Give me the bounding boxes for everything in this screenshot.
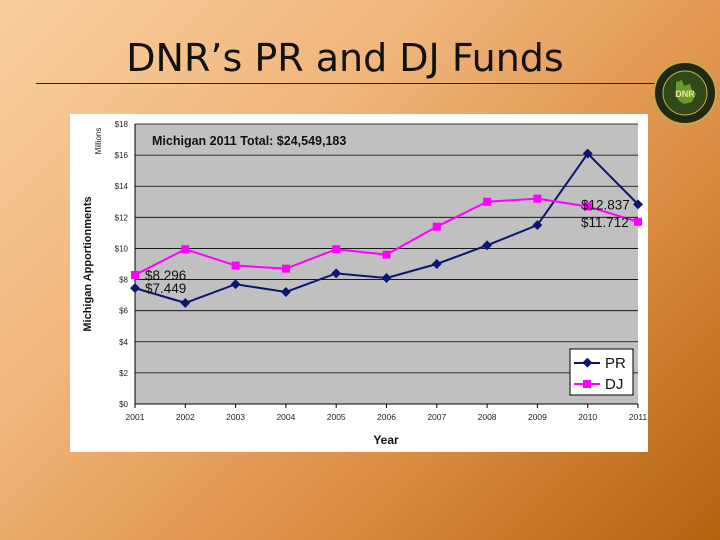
data-point-dj [634,217,642,226]
data-point-dj [131,270,139,279]
x-tick-label: 2010 [578,412,597,422]
data-label: $7.449 [145,281,186,296]
data-point-dj [483,197,492,206]
data-point-pr [180,297,191,308]
y-tick-label: $14 [115,182,129,191]
y-tick-label: $2 [119,369,128,378]
y-tick-label: $16 [115,151,129,160]
y-tick-label: $10 [115,244,129,253]
x-tick-label: 2003 [226,412,245,422]
x-tick-label: 2006 [377,412,396,422]
x-tick-label: 2001 [126,412,145,422]
data-point-pr [130,283,140,294]
y-tick-label: $4 [119,338,128,347]
data-point-pr [482,240,493,251]
x-tick-label: 2002 [176,412,195,422]
data-point-dj [181,245,190,254]
data-label: $8.296 [145,268,186,283]
plot-area [135,124,638,404]
legend-pr-label: PR [605,355,626,372]
x-tick-label: 2011 [629,412,648,422]
x-axis-label: Year [373,433,399,447]
x-tick-label: 2009 [528,412,547,422]
legend-pr-marker [582,357,593,368]
data-point-pr [331,268,342,279]
data-point-dj [533,194,542,203]
data-point-dj [432,222,441,231]
chart-panel: $0 $2 $4 $6 $8 $10 $12 $14 $16 $18 2001 2002 2003 20… [70,114,648,452]
logo-text: DNR [675,89,695,99]
data-point-dj [583,202,592,211]
line-chart: $0 $2 $4 $6 $8 $10 $12 $14 $16 $18 2001 2002 2003 20… [82,120,648,447]
y-tick-label: $0 [119,400,128,409]
data-point-pr [532,220,543,231]
x-tick-label: 2008 [478,412,497,422]
x-tick-label: 2004 [276,412,295,422]
legend-dj-marker [583,380,591,388]
data-point-pr [582,148,593,159]
chart-annotation: Michigan 2011 Total: $24,549,183 [152,134,346,148]
data-point-dj [382,250,391,259]
title-divider [36,83,656,84]
y-axis-label: Michigan Apportionments [82,196,94,331]
data-point-pr [230,279,241,290]
y-tick-label: $6 [119,307,128,316]
x-tick-label: 2007 [427,412,446,422]
y-tick-label: $8 [119,276,128,285]
dnr-logo: DNR [653,61,717,125]
x-tick-label: 2005 [327,412,346,422]
data-label: $11.712 [581,215,629,230]
data-point-dj [281,264,290,273]
data-point-dj [231,261,240,270]
data-label: $12.837 [581,197,630,212]
legend-dj-label: DJ [605,376,623,393]
y-tick-label: $18 [115,120,129,129]
legend: PR DJ [569,348,634,396]
data-point-dj [332,245,341,254]
y-axis-unit-label: Millions [94,128,103,155]
slide-title: DNR’s PR and DJ Funds [126,36,564,80]
y-tick-label: $12 [115,213,129,222]
data-point-pr [633,199,643,210]
